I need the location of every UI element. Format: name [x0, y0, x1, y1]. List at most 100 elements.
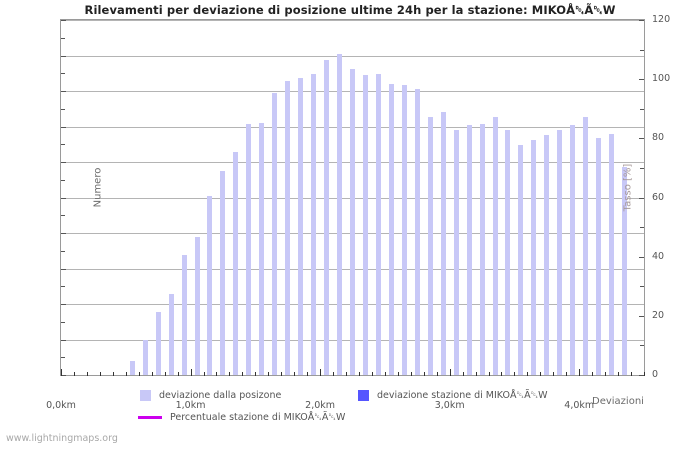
x-tick-minor: [618, 372, 620, 376]
x-tick-major: [190, 369, 192, 376]
x-tick-label: 0,0km: [46, 400, 76, 411]
y-tick-left: [61, 304, 66, 305]
x-tick-minor: [333, 372, 335, 376]
y-tick-left-minor: [61, 321, 65, 323]
y-tick-label-right: 120: [652, 14, 671, 25]
x-tick-minor: [177, 372, 179, 376]
y-tick-right: [639, 256, 644, 258]
y-tick-left-minor: [61, 357, 65, 359]
bar: [375, 74, 381, 375]
legend-item[interactable]: deviazione stazione di MIKOÅ␔Ã␔W: [358, 390, 548, 401]
bar: [194, 237, 200, 375]
y-tick-left-minor: [61, 179, 65, 181]
x-tick-minor: [203, 372, 205, 376]
y-tick-left: [61, 375, 66, 376]
y-tick-left-minor: [61, 286, 65, 288]
x-tick-minor: [346, 372, 348, 376]
bar: [129, 360, 135, 375]
bar: [518, 144, 524, 375]
x-tick-minor: [540, 372, 542, 376]
bar: [466, 124, 472, 375]
y-tick-left: [61, 55, 66, 57]
bar: [362, 75, 368, 375]
bar: [246, 124, 252, 375]
y-tick-right-minor: [640, 286, 644, 288]
x-tick-label: 4,0km: [564, 400, 595, 411]
legend-label: Percentuale stazione di MIKOÅ␔Ã␔W: [170, 412, 346, 423]
y-tick-left: [61, 126, 66, 128]
x-tick-major: [449, 369, 451, 376]
y-tick-left: [61, 233, 66, 234]
x-tick-minor: [216, 372, 218, 376]
y-tick-right: [639, 138, 644, 140]
y-tick-right-minor: [640, 167, 644, 169]
x-tick-major: [579, 369, 581, 376]
x-tick-minor: [99, 372, 101, 376]
x-tick-minor: [527, 372, 529, 376]
chart-legend: deviazione dalla posizone deviazione staz…: [0, 388, 700, 430]
x-tick-minor: [592, 372, 594, 376]
bar: [427, 116, 433, 375]
bar: [570, 124, 576, 375]
legend-color-swatch: [140, 390, 151, 401]
bar: [492, 116, 498, 375]
x-tick-minor: [566, 372, 568, 376]
bar: [350, 69, 355, 375]
y-axis-left-label: Numero: [92, 167, 104, 208]
bar: [220, 170, 226, 375]
bar: [142, 339, 148, 375]
x-axis-title: Deviazioni: [592, 396, 644, 407]
y-tick-right-minor: [640, 49, 644, 51]
y-tick-left-minor: [61, 73, 65, 75]
x-tick-minor: [436, 372, 438, 376]
y-tick-right-minor: [640, 345, 644, 347]
x-tick-minor: [112, 372, 114, 376]
x-tick-label: 3,0km: [434, 400, 465, 411]
y-tick-left: [61, 339, 66, 341]
x-tick-minor: [294, 372, 296, 376]
x-tick-minor: [151, 372, 153, 376]
bar: [181, 255, 187, 375]
x-tick-minor: [462, 372, 464, 376]
x-tick-minor: [125, 372, 127, 376]
legend-label: deviazione stazione di MIKOÅ␔Ã␔W: [377, 390, 548, 401]
grid-line: [61, 55, 644, 57]
bar: [337, 53, 343, 375]
x-tick-minor: [488, 372, 490, 376]
y-tick-label-right: 60: [652, 191, 665, 203]
legend-item[interactable]: Percentuale stazione di MIKOÅ␔Ã␔W: [138, 412, 345, 423]
y-tick-label-right: 100: [652, 73, 671, 85]
bar: [609, 134, 615, 375]
bar: [583, 116, 589, 375]
legend-label: deviazione dalla posizone: [159, 390, 282, 401]
y-tick-right: [639, 79, 644, 81]
bar: [531, 139, 537, 375]
x-tick-minor: [281, 372, 283, 376]
bar-series-deviazione-dalla-posizone: [61, 20, 644, 375]
x-tick-minor: [410, 372, 412, 376]
x-tick-minor: [229, 372, 231, 376]
y-tick-left: [61, 197, 66, 199]
bar: [168, 294, 174, 375]
bar: [440, 111, 446, 375]
x-tick-minor: [631, 372, 633, 376]
y-tick-left: [61, 20, 66, 21]
y-tick-left: [61, 91, 66, 92]
y-tick-right: [639, 197, 644, 199]
bar: [479, 124, 485, 375]
bar: [259, 122, 265, 375]
watermark: www.lightningmaps.org: [6, 433, 118, 444]
x-tick-minor: [514, 372, 516, 376]
x-tick-minor: [73, 372, 75, 376]
bar: [207, 195, 213, 375]
x-tick-minor: [384, 372, 386, 376]
x-tick-minor: [553, 372, 555, 376]
plot-area: 01002003004005006007008009001000 0204060…: [46, 14, 670, 411]
bar: [233, 152, 239, 375]
y-tick-right: [639, 375, 644, 376]
bar: [453, 130, 459, 375]
x-tick-minor: [397, 372, 399, 376]
legend-item[interactable]: deviazione dalla posizone: [140, 390, 281, 401]
bar: [544, 134, 550, 375]
